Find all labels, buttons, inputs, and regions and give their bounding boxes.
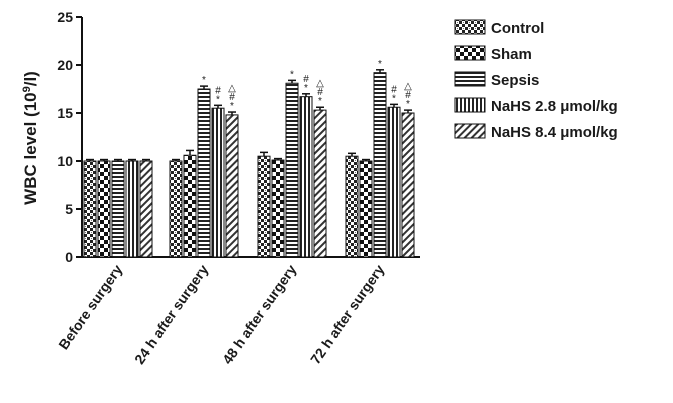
category-label: 48 h after surgery bbox=[219, 261, 300, 367]
bar-vlines bbox=[387, 106, 401, 258]
bar-hlines bbox=[373, 72, 387, 258]
bar-check bbox=[271, 159, 285, 258]
bar-diag bbox=[225, 114, 239, 258]
significance-mark: * bbox=[378, 59, 382, 70]
significance-mark: △ bbox=[228, 83, 236, 94]
legend-label: NaHS 8.4 μmol/kg bbox=[491, 124, 618, 141]
significance-marks: **#*#△**#*#△**#*#△ bbox=[202, 59, 412, 112]
bar-vlines bbox=[125, 160, 139, 258]
bar-vlines bbox=[211, 107, 225, 258]
y-tick-label: 25 bbox=[57, 9, 73, 25]
bar-brick bbox=[345, 155, 359, 258]
legend-label: Sepsis bbox=[491, 72, 539, 89]
y-tick-label: 10 bbox=[57, 153, 73, 169]
category-label: 72 h after surgery bbox=[307, 261, 388, 367]
legend-label: NaHS 2.8 μmol/kg bbox=[491, 98, 618, 115]
legend-swatch-check bbox=[454, 45, 486, 61]
bars bbox=[83, 69, 415, 258]
significance-mark: * bbox=[202, 75, 206, 86]
significance-mark: # bbox=[303, 74, 309, 85]
significance-mark: △ bbox=[404, 81, 412, 92]
significance-mark: # bbox=[405, 90, 411, 101]
significance-mark: # bbox=[317, 87, 323, 98]
legend-swatch-brick bbox=[454, 19, 486, 35]
legend-swatch-vlines bbox=[454, 97, 486, 113]
bar-diag bbox=[139, 160, 153, 258]
bar-vlines bbox=[299, 96, 313, 258]
significance-mark: * bbox=[392, 93, 396, 104]
significance-mark: # bbox=[391, 84, 397, 95]
category-label: Before surgery bbox=[55, 261, 125, 352]
legend-label: Control bbox=[491, 20, 544, 37]
significance-mark: # bbox=[215, 85, 221, 96]
legend-label: Sham bbox=[491, 46, 532, 63]
y-tick-label: 5 bbox=[65, 201, 73, 217]
bar-hlines bbox=[111, 160, 125, 258]
significance-mark: * bbox=[216, 94, 220, 105]
significance-mark: # bbox=[229, 92, 235, 103]
legend-swatch-diag bbox=[454, 123, 486, 139]
significance-mark: * bbox=[318, 96, 322, 107]
y-tick-label: 0 bbox=[65, 249, 73, 265]
bar-diag bbox=[401, 112, 415, 258]
bar-hlines bbox=[285, 82, 299, 258]
significance-mark: * bbox=[304, 83, 308, 94]
bar-check bbox=[359, 160, 373, 258]
bar-brick bbox=[83, 160, 97, 258]
significance-mark: * bbox=[230, 101, 234, 112]
y-tick-label: 15 bbox=[57, 105, 73, 121]
significance-mark: △ bbox=[316, 78, 324, 89]
bar-check bbox=[183, 154, 197, 258]
bar-brick bbox=[169, 160, 183, 258]
y-axis-label: WBC level (109/l) bbox=[21, 71, 40, 205]
bar-hlines bbox=[197, 88, 211, 258]
legend-swatch-hlines bbox=[454, 71, 486, 87]
significance-mark: * bbox=[406, 99, 410, 110]
bar-brick bbox=[257, 155, 271, 258]
significance-mark: * bbox=[290, 69, 294, 80]
category-label: 24 h after surgery bbox=[131, 261, 212, 367]
legend: Control Sham Sepsis NaHS 2.8 μmol/kg NaHS 8.… bbox=[454, 19, 618, 141]
y-tick-label: 20 bbox=[57, 57, 73, 73]
bar-diag bbox=[313, 109, 327, 258]
bar-check bbox=[97, 160, 111, 258]
